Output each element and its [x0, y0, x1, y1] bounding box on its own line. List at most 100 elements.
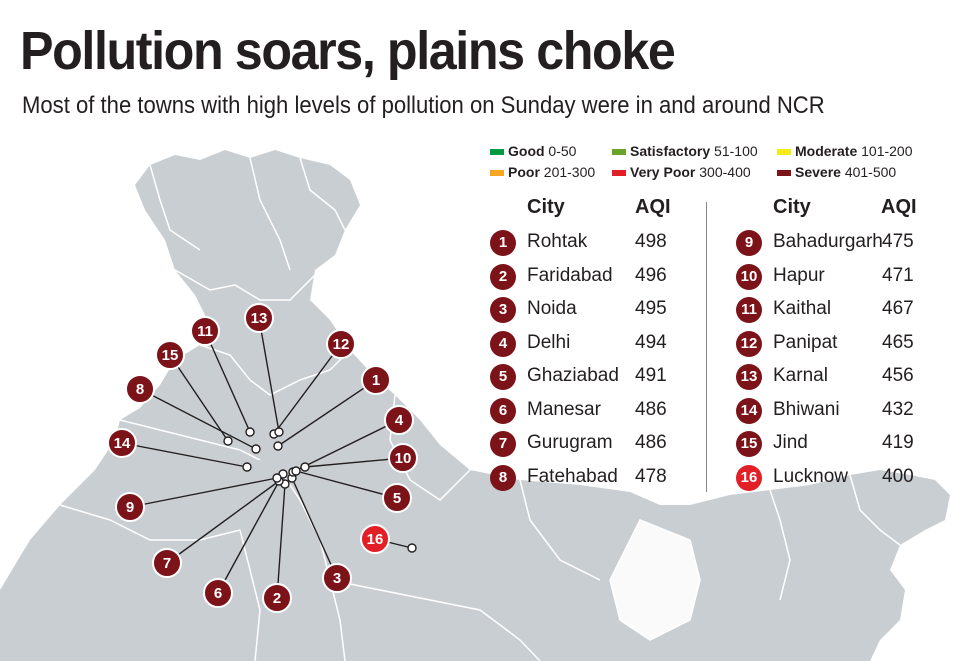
rank-badge: 9	[736, 230, 762, 256]
table-divider	[706, 202, 707, 492]
city-location-dot	[273, 441, 283, 451]
city-badge-number: 13	[251, 310, 268, 327]
city-row: 16 Lucknow 400	[736, 464, 936, 495]
city-badge: 5	[382, 483, 412, 513]
legend-range: 51-100	[710, 143, 758, 159]
aqi-value: 494	[635, 331, 667, 353]
aqi-value: 498	[635, 231, 667, 252]
city-badge-number: 1	[372, 372, 380, 389]
legend-label: Very Poor	[630, 164, 696, 180]
city-badge: 15	[155, 340, 185, 370]
leader-line	[217, 473, 284, 594]
city-row: 4 Delhi 494	[490, 330, 690, 361]
city-table-left: City AQI 1 Rohtak 498 2 Faridabad 496 3 Noida 49…	[490, 196, 690, 496]
rank-badge: 12	[736, 330, 762, 357]
city-badge-number: 15	[162, 347, 179, 364]
city-name: Panipat	[773, 331, 838, 353]
city-badge: 1	[361, 365, 391, 395]
rank-badge: 14	[736, 397, 762, 424]
city-header: City	[773, 196, 811, 218]
rank-badge: 13	[736, 364, 762, 390]
city-badge-number: 16	[367, 531, 384, 548]
city-location-dot	[223, 436, 233, 446]
city-name: Kaithal	[773, 298, 832, 319]
city-row: 10 Hapur 471	[736, 263, 936, 294]
aqi-value: 400	[882, 465, 914, 487]
city-badge-circle	[125, 374, 155, 404]
leader-line	[292, 419, 400, 473]
city-badge: 13	[244, 303, 274, 333]
city-badge-number: 10	[395, 450, 412, 467]
rank-badge: 4	[490, 330, 516, 357]
legend-range: 201-300	[539, 164, 596, 180]
city-header: City	[527, 196, 565, 218]
city-name: Hapur	[773, 264, 825, 286]
city-name: Faridabad	[527, 264, 613, 286]
rank-badge: 1	[490, 230, 516, 256]
leader-line	[258, 317, 280, 433]
legend-range: 401-500	[840, 164, 897, 180]
legend-swatch	[490, 170, 504, 177]
city-badge-number: 5	[393, 490, 401, 507]
city-location-dot	[291, 466, 301, 476]
leader-line	[166, 480, 280, 564]
city-location-dot	[272, 473, 282, 483]
legend-item: Severe 401-500	[777, 164, 896, 180]
city-badge-circle	[326, 329, 356, 359]
city-badge-circle	[361, 365, 391, 395]
city-badge-circle	[203, 578, 233, 608]
legend-swatch	[777, 170, 791, 177]
legend-item: Poor 201-300	[490, 164, 595, 180]
india-landmass	[0, 150, 950, 661]
city-badge-circle	[107, 428, 137, 458]
city-badge-number: 11	[197, 323, 213, 340]
city-row: 13 Karnal 456	[736, 364, 936, 394]
legend-item: Moderate 101-200	[777, 143, 913, 159]
legend-item: Good 0-50	[490, 143, 576, 159]
city-badge-circle	[382, 483, 412, 513]
city-row: 5 Ghaziabad 491	[490, 364, 690, 394]
city-badge-circle	[262, 583, 292, 613]
city-badge: 3	[322, 563, 352, 593]
legend-label: Severe	[795, 164, 841, 180]
leader-line	[295, 470, 398, 499]
city-badge-number: 2	[273, 590, 281, 607]
legend-label: Satisfactory	[630, 143, 711, 159]
city-name: Noida	[527, 298, 577, 319]
leader-line	[121, 442, 248, 468]
bangladesh-outline	[609, 519, 701, 641]
city-badge-circle	[190, 316, 220, 346]
rank-badge: 16	[736, 464, 762, 491]
city-row: 9 Bahadurgarh 475	[736, 230, 936, 260]
page-subtitle: Most of the towns with high levels of po…	[22, 92, 825, 119]
city-badge-circle	[152, 548, 182, 578]
leader-line	[139, 388, 257, 450]
legend-swatch	[777, 149, 791, 156]
city-row: 1 Rohtak 498	[490, 230, 690, 260]
rank-badge: 5	[490, 364, 516, 390]
leader-line	[304, 457, 404, 468]
city-badge-number: 9	[126, 499, 134, 516]
city-badge-number: 12	[333, 336, 350, 353]
city-badge-circle	[115, 492, 145, 522]
aqi-value: 486	[635, 398, 667, 420]
legend-swatch	[612, 170, 626, 177]
aqi-value: 465	[882, 331, 914, 353]
city-badge-circle	[388, 443, 418, 473]
city-badge-circle	[384, 405, 414, 435]
rank-badge: 15	[736, 431, 762, 457]
city-row: 6 Manesar 486	[490, 397, 690, 428]
leader-line	[129, 477, 278, 508]
city-location-dot	[274, 427, 284, 437]
city-name: Gurugram	[527, 432, 613, 453]
bangladesh-region	[610, 520, 700, 640]
city-badge: 4	[384, 405, 414, 435]
city-badge-number: 4	[395, 412, 404, 429]
aqi-value: 432	[882, 398, 914, 420]
city-pins	[223, 427, 417, 553]
city-location-dot	[251, 444, 261, 454]
aqi-value: 486	[635, 432, 667, 453]
aqi-value: 496	[635, 264, 667, 286]
